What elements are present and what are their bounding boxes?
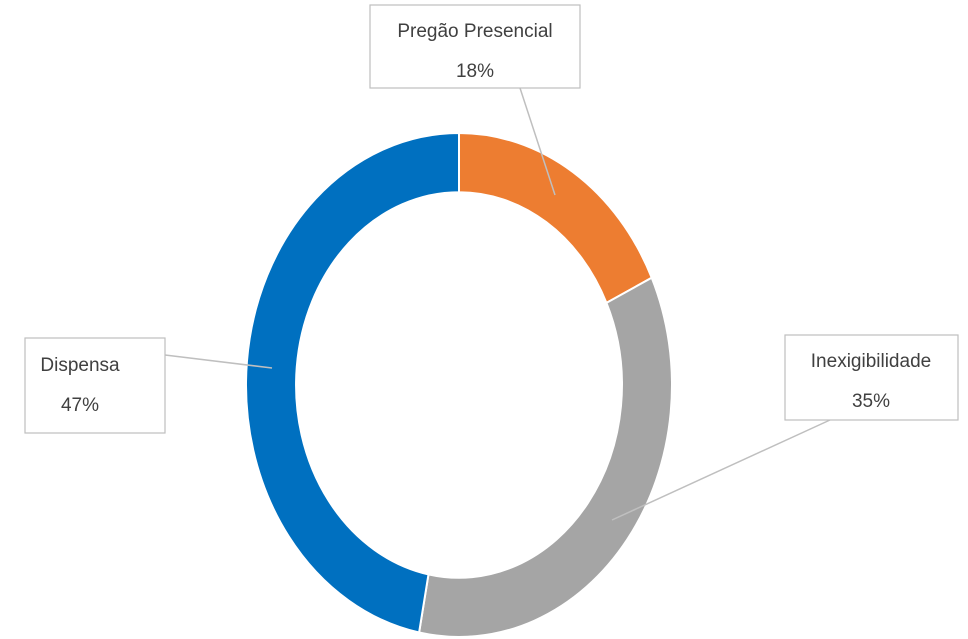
category-label: Pregão Presencial — [397, 21, 552, 42]
category-label: Inexigibilidade — [811, 351, 931, 372]
label-box — [24, 337, 166, 434]
leader-line — [611, 419, 831, 521]
leader-line — [164, 354, 273, 369]
value-label: 47% — [61, 395, 99, 416]
donut — [245, 131, 673, 638]
category-label: Dispensa — [40, 355, 120, 376]
value-label: 18% — [456, 61, 494, 82]
value-label: 35% — [852, 391, 890, 412]
label-box — [369, 4, 581, 89]
donut-segment — [458, 131, 653, 305]
donut-segment — [417, 276, 673, 638]
leader-line — [519, 87, 556, 196]
label-box — [784, 334, 959, 421]
donut-segment — [245, 131, 460, 634]
